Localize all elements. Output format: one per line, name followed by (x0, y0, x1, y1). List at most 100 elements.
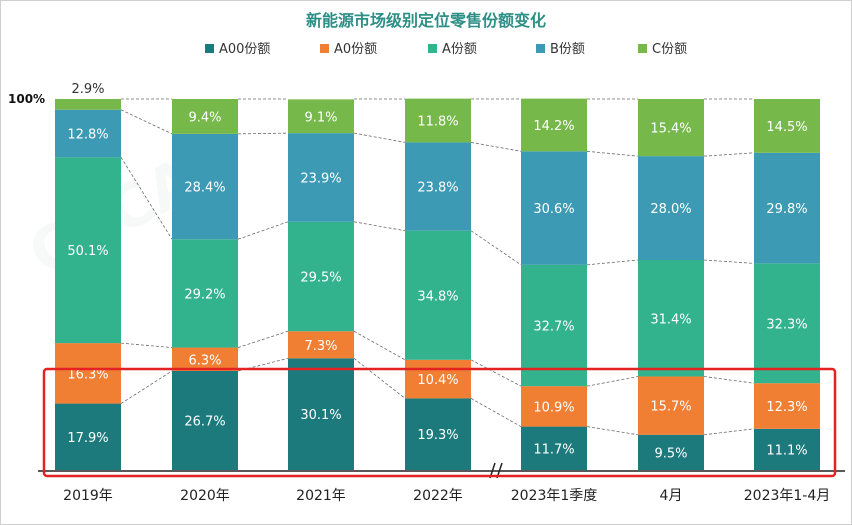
data-label: 9.1% (304, 110, 337, 125)
bar-segment (405, 98, 471, 143)
data-label: 10.4% (417, 373, 458, 388)
bar-segment (55, 99, 121, 110)
segment-labels: 17.9% 16.3% 50.1% 12.8% 2.9% 26.7% 6.3% 29.2% 28… (67, 82, 807, 461)
data-label: 11.7% (533, 442, 574, 457)
data-label: 34.8% (417, 289, 458, 304)
bar-segment (55, 343, 121, 404)
data-label: 28.0% (650, 202, 691, 217)
data-label: 14.2% (533, 119, 574, 134)
connector-line (703, 152, 755, 157)
bar-segment (172, 347, 238, 371)
data-label: 23.8% (417, 181, 458, 196)
connector-line (237, 221, 289, 240)
bar-segment (172, 239, 238, 348)
data-label: 6.3% (188, 353, 221, 368)
bar-segment (754, 428, 820, 470)
connector-line (237, 132, 289, 135)
category-label: 4月 (660, 488, 683, 504)
bar-segment (754, 152, 820, 264)
bar-segment (638, 376, 704, 435)
bar-segment (288, 358, 354, 470)
connector-line (120, 109, 173, 135)
connector-line (120, 342, 173, 348)
legend-swatch (638, 44, 647, 53)
data-label: 16.3% (67, 367, 108, 382)
data-label: 30.1% (300, 408, 341, 423)
bar-segment (754, 383, 820, 429)
bar-segment (521, 264, 587, 387)
connector-line (703, 259, 755, 264)
category-label: 2021年 (296, 488, 346, 504)
data-label: 17.9% (67, 431, 108, 446)
data-label: 15.4% (650, 122, 691, 137)
data-label: 26.7% (184, 414, 225, 429)
connector-line (586, 259, 639, 266)
bar-segment (521, 426, 587, 470)
chart-title: 新能源市场级别定位零售份额变化 (306, 11, 546, 30)
bar-segment (521, 98, 587, 152)
bar-segment (55, 109, 121, 158)
category-label: 2022年 (413, 488, 463, 504)
bar-segment (638, 156, 704, 261)
category-label: 2020年 (180, 488, 230, 504)
top-percent-label: 100% (8, 92, 45, 106)
connector-line (703, 376, 755, 384)
data-label: 29.8% (766, 202, 807, 217)
data-label: 19.3% (417, 428, 458, 443)
data-label: 9.4% (188, 110, 221, 125)
legend-label: C份额 (652, 42, 687, 57)
category-label: 2023年1季度 (511, 488, 598, 504)
bar-segment (288, 133, 354, 222)
bar-segment (172, 370, 238, 470)
category-label: 2019年 (63, 488, 113, 504)
bar-segment (638, 99, 704, 157)
legend-swatch (320, 44, 329, 53)
data-label: 12.3% (766, 400, 807, 415)
connector-line (353, 330, 406, 361)
bar-segment (638, 434, 704, 470)
data-label: 2.9% (71, 82, 104, 97)
connector-line (586, 426, 639, 436)
connector-line (120, 370, 173, 404)
connector-line (703, 428, 755, 436)
bars (55, 98, 820, 470)
bar-segment (638, 260, 704, 377)
legend-swatch (536, 44, 545, 53)
connector-line (353, 358, 406, 399)
data-label: 31.4% (650, 312, 691, 327)
data-label: 32.3% (766, 317, 807, 332)
bar-segment (521, 151, 587, 265)
data-label: 15.7% (650, 400, 691, 415)
data-label: 11.8% (417, 115, 458, 130)
bar-segment (288, 221, 354, 332)
legend-label: A00份额 (219, 42, 270, 57)
bar-segment (172, 133, 238, 240)
connector-line (353, 132, 406, 143)
connector-line (470, 230, 522, 266)
connector-line (120, 157, 173, 240)
bar-segment (754, 263, 820, 384)
connector-line (237, 330, 289, 348)
legend-label: B份额 (550, 42, 585, 57)
connector-line (470, 398, 522, 427)
legend-swatch (205, 44, 214, 53)
category-labels: 2019年 2020年 2021年 2022年 2023年1季度 4月 2023年1-4月 (63, 488, 830, 504)
highlight-box (42, 367, 837, 478)
connector-line (470, 142, 522, 152)
data-label: 29.2% (184, 287, 225, 302)
data-label: 9.5% (654, 446, 687, 461)
legend-label: A份额 (442, 42, 477, 57)
bar-segment (405, 142, 471, 231)
data-label: 10.9% (533, 400, 574, 415)
bar-segment (288, 331, 354, 359)
bar-segment (405, 359, 471, 399)
connector-line (470, 359, 522, 387)
bar-segment (55, 157, 121, 344)
data-label: 14.5% (766, 120, 807, 135)
connector-lines (120, 98, 755, 436)
bar-segment (754, 99, 820, 153)
bar-segment (405, 230, 471, 360)
data-label: 32.7% (533, 319, 574, 334)
category-label: 2023年1-4月 (744, 488, 831, 504)
